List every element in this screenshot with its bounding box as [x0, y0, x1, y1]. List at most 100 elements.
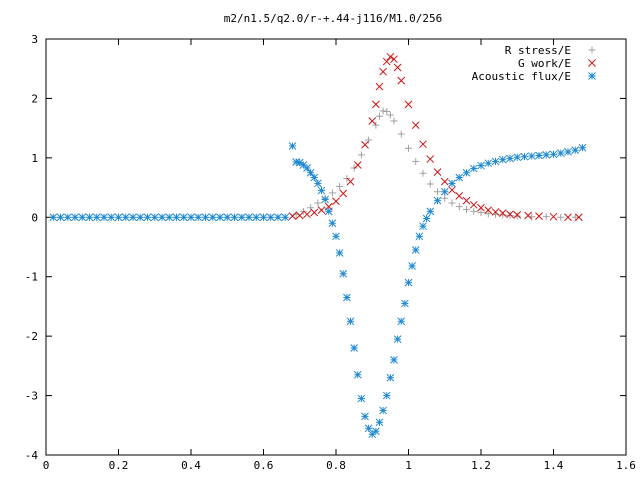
- data-point: [393, 335, 402, 343]
- data-point: [448, 186, 456, 194]
- data-point: [477, 161, 485, 170]
- x-tick-label: 1: [405, 459, 412, 472]
- data-point: [448, 179, 456, 188]
- data-point: [321, 195, 329, 204]
- data-point: [542, 213, 550, 221]
- data-point: [332, 197, 340, 206]
- data-point: [266, 213, 275, 222]
- data-point: [404, 100, 413, 109]
- data-point: [379, 67, 387, 76]
- data-point: [317, 186, 326, 195]
- y-tick-label: 3: [31, 33, 38, 46]
- data-point: [386, 52, 395, 61]
- data-point: [288, 142, 297, 150]
- data-point: [346, 317, 355, 326]
- data-point: [520, 152, 529, 161]
- data-point: [328, 189, 336, 197]
- data-point: [372, 100, 380, 109]
- data-point: [368, 117, 377, 125]
- data-point: [397, 130, 405, 138]
- data-point: [314, 199, 322, 207]
- data-point: [237, 213, 246, 222]
- data-point: [201, 213, 210, 222]
- data-point: [179, 213, 188, 222]
- data-point: [361, 140, 369, 149]
- data-point: [223, 213, 232, 222]
- data-point: [426, 207, 435, 216]
- data-point: [549, 150, 558, 159]
- data-point: [165, 213, 174, 222]
- y-tick-label: 0: [31, 211, 38, 224]
- data-point: [455, 192, 464, 200]
- data-point: [401, 299, 409, 308]
- data-point: [393, 63, 402, 72]
- legend-label: G work/E: [518, 57, 571, 70]
- data-point: [397, 317, 406, 326]
- legend-marker: [588, 46, 596, 54]
- data-point: [491, 208, 500, 216]
- data-point: [230, 213, 239, 222]
- y-tick-label: 1: [31, 152, 38, 165]
- data-point: [426, 180, 434, 188]
- data-point: [527, 152, 536, 160]
- data-point: [375, 82, 384, 91]
- data-point: [303, 164, 311, 172]
- data-point: [324, 207, 333, 216]
- data-point: [295, 211, 304, 220]
- data-point: [71, 213, 79, 222]
- data-point: [404, 278, 413, 287]
- data-point: [433, 196, 442, 205]
- axes: 0 0.2 0.4 0.6 0.8 1 1.2 1.4 1.6 3 2 1 0 -1 -2 -3 -4: [25, 33, 636, 472]
- y-tick-label: -3: [25, 390, 38, 403]
- data-point: [364, 424, 373, 433]
- data-point: [513, 212, 521, 220]
- data-point: [484, 210, 492, 218]
- data-point: [100, 213, 108, 222]
- data-point: [216, 213, 224, 222]
- data-point: [375, 418, 384, 427]
- data-point: [339, 269, 348, 278]
- data-point: [455, 173, 464, 182]
- legend-label: R stress/E: [505, 44, 571, 57]
- x-tick-label: 1.6: [616, 459, 636, 472]
- data-point: [477, 203, 485, 212]
- data-point: [339, 189, 348, 198]
- data-point: [535, 151, 543, 160]
- data-point: [506, 212, 514, 220]
- data-point: [303, 210, 311, 219]
- data-point: [85, 213, 94, 222]
- data-point: [462, 196, 471, 205]
- data-point: [411, 121, 420, 130]
- series-r-stress-e: [292, 107, 579, 221]
- data-point: [365, 136, 373, 144]
- data-point: [397, 76, 406, 85]
- data-point: [408, 262, 416, 270]
- data-point: [314, 179, 322, 188]
- data-point: [281, 213, 290, 222]
- data-point: [390, 356, 398, 364]
- data-point: [513, 211, 522, 219]
- data-point: [440, 187, 449, 196]
- y-tick-label: -4: [25, 449, 39, 462]
- data-point: [328, 219, 337, 228]
- data-point: [372, 427, 380, 436]
- data-point: [143, 213, 152, 222]
- x-tick-label: 0.2: [109, 459, 129, 472]
- data-point: [491, 157, 500, 166]
- data-point: [542, 151, 551, 159]
- data-point: [379, 406, 387, 415]
- data-point: [477, 209, 485, 217]
- data-point: [564, 213, 572, 222]
- data-point: [343, 293, 351, 302]
- data-point: [440, 177, 449, 186]
- data-point: [469, 164, 478, 173]
- data-point: [78, 213, 87, 222]
- data-point: [379, 107, 387, 115]
- x-tick-label: 0.4: [181, 459, 201, 472]
- data-point: [498, 155, 507, 164]
- data-point: [463, 206, 470, 214]
- x-tick-label: 0.8: [326, 459, 346, 472]
- data-point: [571, 213, 579, 221]
- data-point: [513, 153, 522, 162]
- data-point: [92, 213, 101, 222]
